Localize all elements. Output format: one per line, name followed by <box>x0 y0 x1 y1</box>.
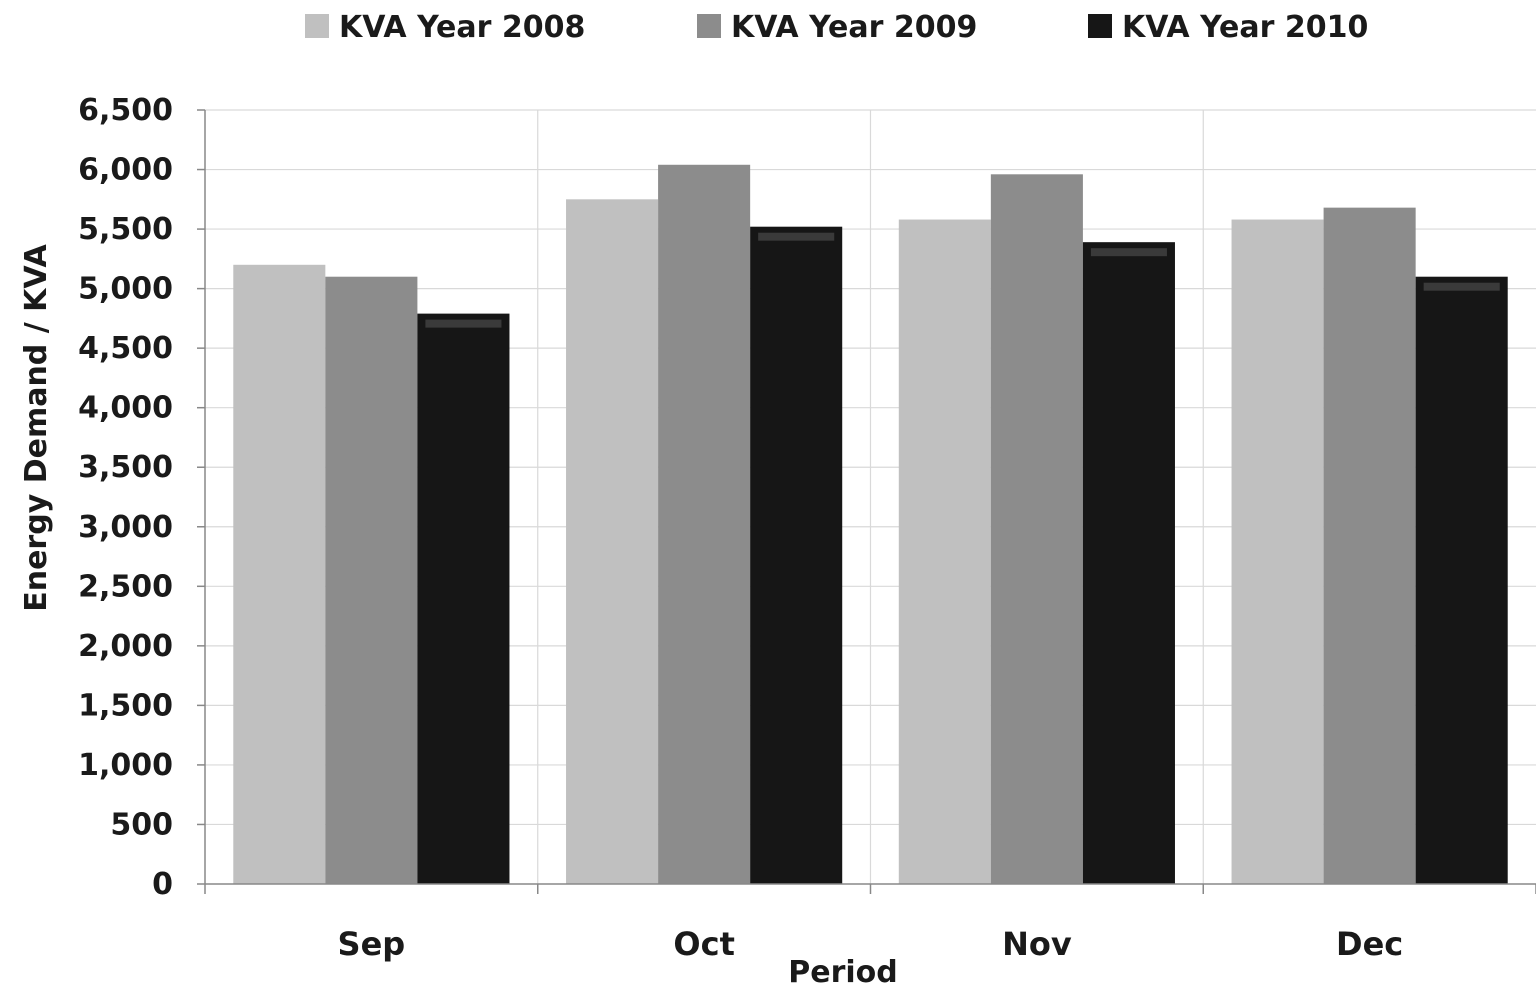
bar-highlight <box>758 232 835 241</box>
legend-item: KVA Year 2008 <box>305 10 585 45</box>
bar-kva-year-2010-sep <box>417 313 510 884</box>
bar-kva-year-2008-dec <box>1231 219 1324 884</box>
bars <box>233 164 1508 885</box>
bar-kva-year-2008-sep <box>233 264 326 884</box>
y-tick-label: 4,000 <box>78 391 173 426</box>
y-tick-label: 1,000 <box>78 748 173 783</box>
y-tick-label: 5,500 <box>78 212 173 247</box>
x-axis-title: Period <box>788 955 898 987</box>
legend-label: KVA Year 2010 <box>1122 10 1368 45</box>
bar-highlight <box>1423 282 1500 291</box>
y-tick-label: 6,500 <box>78 93 173 128</box>
x-category-label: Oct <box>673 925 734 963</box>
y-tick-label: 2,500 <box>78 569 173 604</box>
bar-kva-year-2010-nov <box>1082 242 1175 884</box>
y-tick-label: 3,000 <box>78 510 173 545</box>
bar-highlight <box>1090 248 1167 257</box>
legend-swatch <box>305 14 329 38</box>
bar-kva-year-2009-oct <box>658 164 751 884</box>
legend-item: KVA Year 2010 <box>1088 10 1368 45</box>
bar-kva-year-2008-oct <box>566 199 659 885</box>
y-tick-label: 0 <box>152 867 173 902</box>
y-tick-label: 5,000 <box>78 272 173 307</box>
legend-swatch <box>1088 14 1112 38</box>
y-tick-label: 3,500 <box>78 450 173 485</box>
y-axis-title: Energy Demand / KVA <box>19 243 54 611</box>
y-tick-label: 4,500 <box>78 331 173 366</box>
x-category-label: Sep <box>338 925 406 963</box>
y-tick-label: 500 <box>110 807 173 842</box>
legend-label: KVA Year 2009 <box>731 10 977 45</box>
y-tick-label: 6,000 <box>78 153 173 188</box>
x-category-label: Dec <box>1336 925 1403 963</box>
y-tick-label: 1,500 <box>78 688 173 723</box>
legend: KVA Year 2008 KVA Year 2009 KVA Year 2010 <box>305 10 1368 45</box>
legend-item: KVA Year 2009 <box>697 10 977 45</box>
legend-swatch <box>697 14 721 38</box>
legend-label: KVA Year 2008 <box>339 10 585 45</box>
x-category-label: Nov <box>1002 925 1072 963</box>
bar-kva-year-2009-nov <box>990 174 1083 885</box>
bar-kva-year-2009-sep <box>325 276 418 884</box>
y-tick-label: 2,000 <box>78 629 173 664</box>
bar-kva-year-2010-oct <box>750 226 843 885</box>
bar-kva-year-2010-dec <box>1415 276 1508 884</box>
bar-kva-year-2008-nov <box>898 219 991 884</box>
bar-highlight <box>425 319 502 328</box>
axes: 0 500 1,000 1,500 2,000 2,500 3,000 3,500 4,000 4… <box>78 93 1536 963</box>
bar-kva-year-2009-dec <box>1323 207 1416 885</box>
